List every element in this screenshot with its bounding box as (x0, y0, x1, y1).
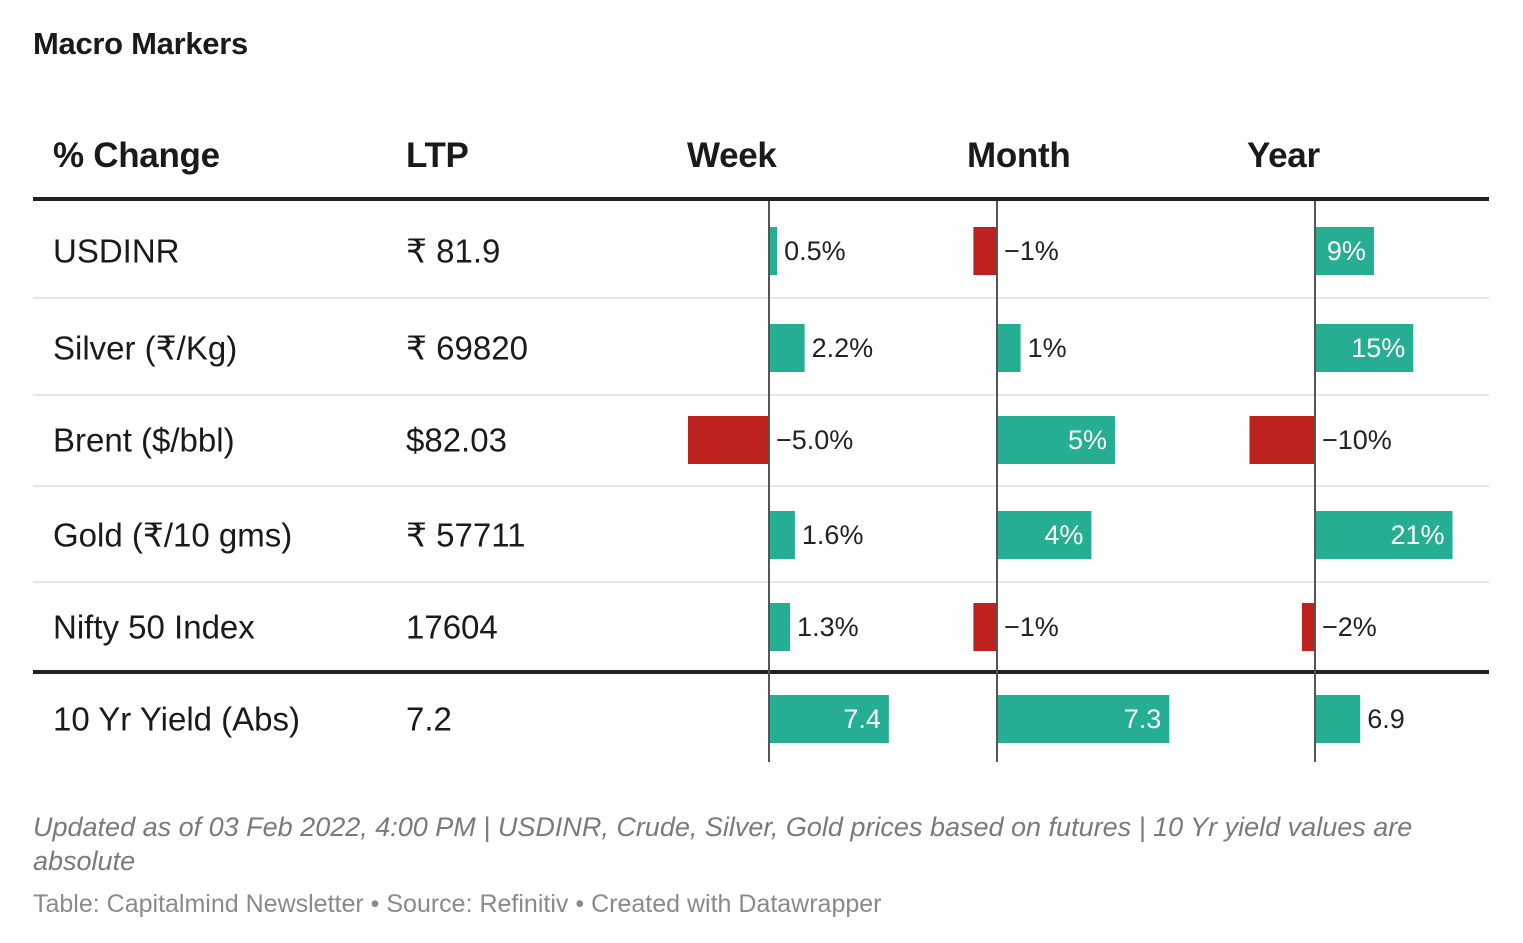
month-value-label: −1% (1004, 236, 1059, 266)
row-ltp: ₹ 57711 (406, 517, 525, 554)
header-rule (33, 197, 1489, 201)
month-bar (973, 227, 997, 275)
week-bar (769, 603, 791, 651)
month-bar (997, 416, 1115, 464)
year-bar (1315, 324, 1414, 372)
row-label: 10 Yr Yield (Abs) (53, 701, 300, 738)
column-header-ltp: LTP (406, 136, 469, 175)
year-value-label: 21% (1391, 520, 1445, 550)
week-bar (769, 227, 778, 275)
year-value-label: −10% (1322, 425, 1392, 455)
month-bar (997, 324, 1021, 372)
credit-separator: • (575, 890, 585, 918)
row-ltp: 17604 (406, 609, 498, 646)
row-label: USDINR (53, 233, 180, 270)
column-header-month: Month (967, 136, 1071, 175)
column-header-week: Week (687, 136, 777, 175)
month-value-label: 5% (1068, 425, 1107, 455)
week-value-label: 2.2% (812, 333, 874, 363)
month-value-label: 1% (1028, 333, 1067, 363)
week-bar (688, 416, 769, 464)
row-ltp: ₹ 69820 (406, 330, 528, 367)
year-bar (1249, 416, 1315, 464)
row-label: Silver (₹/Kg) (53, 330, 237, 367)
month-value-label: 4% (1044, 520, 1083, 550)
row-divider (33, 297, 1489, 299)
year-bar (1315, 227, 1374, 275)
week-bar (769, 695, 889, 743)
year-value-label: −2% (1322, 612, 1377, 642)
row-label: Nifty 50 Index (53, 609, 255, 646)
row-label: Brent ($/bbl) (53, 422, 235, 459)
credit-tool: Created with Datawrapper (591, 890, 882, 918)
row-ltp: 7.2 (406, 701, 452, 738)
month-bar (997, 511, 1092, 559)
chart-title: Macro Markers (33, 26, 248, 61)
footer-credit: Table: Capitalmind Newsletter • Source: … (33, 890, 882, 919)
year-value-label: 6.9 (1367, 704, 1405, 734)
credit-table: Table: Capitalmind Newsletter (33, 890, 364, 918)
week-value-label: 0.5% (784, 236, 846, 266)
row-divider (33, 394, 1489, 396)
month-value-label: 7.3 (1124, 704, 1162, 734)
table-chart: USDINR ₹ 81.9 0.5% −1% 9% Silver (₹/Kg) ₹ 6982… (33, 197, 1489, 762)
year-value-label: 15% (1351, 333, 1405, 363)
month-value-label: −1% (1004, 612, 1059, 642)
summary-rule (33, 670, 1489, 674)
week-value-label: 1.3% (797, 612, 859, 642)
week-bar (769, 324, 805, 372)
row-label: Gold (₹/10 gms) (53, 517, 292, 554)
month-bar (973, 603, 997, 651)
footer-note: Updated as of 03 Feb 2022, 4:00 PM | USD… (33, 812, 1413, 876)
column-header-change: % Change (53, 136, 220, 175)
year-value-label: 9% (1327, 236, 1366, 266)
column-header-year: Year (1247, 136, 1320, 175)
row-ltp: ₹ 81.9 (406, 233, 500, 270)
year-bar (1315, 511, 1453, 559)
year-bar (1301, 603, 1315, 651)
row-divider (33, 581, 1489, 583)
credit-source: Source: Refinitiv (386, 890, 569, 918)
credit-separator: • (370, 890, 380, 918)
week-bar (769, 511, 795, 559)
year-bar (1315, 695, 1361, 743)
week-value-label: 1.6% (802, 520, 864, 550)
month-bar (997, 695, 1170, 743)
row-ltp: $82.03 (406, 422, 507, 459)
row-divider (33, 485, 1489, 487)
week-value-label: −5.0% (776, 425, 853, 455)
week-value-label: 7.4 (843, 704, 881, 734)
